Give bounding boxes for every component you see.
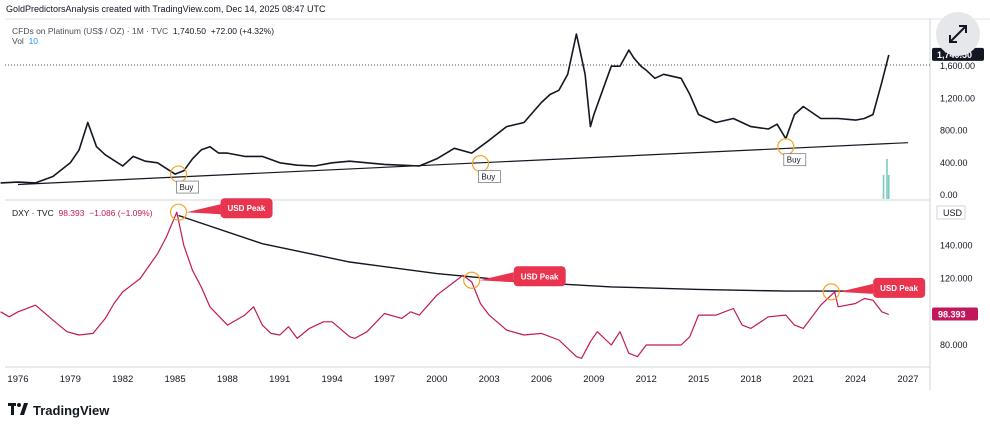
buy-label-box-0: [176, 180, 199, 194]
platinum-legend: CFDs on Platinum (US$ / OZ) · 1M · TVC 1…: [12, 26, 274, 36]
usd-peak-pointer-1: [479, 272, 514, 283]
platinum-y-tick-3: 400.00: [940, 158, 968, 168]
buy-label-box-1: [478, 170, 501, 183]
dxy-pane: USD Peak USD Peak USD Peak: [0, 198, 926, 359]
volume-bar-1: [886, 159, 888, 199]
buy-label-2: Buy: [787, 156, 801, 165]
usd-peak-label-2: USD Peak: [880, 284, 918, 293]
usd-peak-marker-1: [463, 271, 481, 289]
dxy-series-line: [0, 211, 890, 359]
platinum-change: +72.00 (+4.32%): [210, 26, 275, 36]
expand-arrows-icon: [949, 25, 967, 43]
volume-bar-2: [887, 175, 890, 199]
buy-marker-circle-2: [777, 138, 795, 156]
x-axis-tick-1979: 1979: [60, 374, 81, 385]
volume-label: Vol: [12, 36, 24, 46]
platinum-series-line: [0, 33, 890, 184]
x-axis-tick-2009: 2009: [583, 374, 604, 385]
dxy-change: −1.086 (−1.09%): [89, 208, 153, 218]
platinum-last-price: 1,740.50: [172, 26, 207, 36]
usd-peak-callout-1: [513, 266, 566, 287]
usd-peak-pointer-2: [839, 283, 874, 294]
chart-attribution-header: GoldPredictorsAnalysis created with Trad…: [6, 4, 326, 14]
x-axis-tick-1985: 1985: [164, 374, 185, 385]
platinum-y-tick-0: 1,600.00: [940, 61, 975, 71]
x-axis-tick-2003: 2003: [479, 374, 500, 385]
usd-peak-marker-2: [822, 283, 840, 301]
buy-label-0: Buy: [180, 183, 194, 192]
usd-peak-callout-2: [873, 277, 926, 298]
buy-marker-circle-0: [169, 165, 188, 183]
x-axis-tick-1982: 1982: [112, 374, 133, 385]
usd-unit-box: [936, 205, 966, 220]
x-axis-tick-2000: 2000: [426, 374, 447, 385]
x-axis-tick-1991: 1991: [269, 374, 290, 385]
x-axis-tick-2012: 2012: [636, 374, 657, 385]
dxy-y-tick-2: 80.000: [940, 340, 968, 350]
platinum-y-tick-2: 800.00: [940, 126, 968, 136]
x-axis-tick-2015: 2015: [688, 374, 709, 385]
x-axis-tick-1994: 1994: [322, 374, 343, 385]
dxy-symbol: DXY · TVC: [12, 208, 54, 218]
platinum-pane: Buy Buy Buy: [0, 33, 908, 199]
expand-button[interactable]: [936, 12, 980, 56]
x-axis-tick-2024: 2024: [845, 374, 866, 385]
buy-label-1: Buy: [481, 173, 495, 182]
usd-unit-label: USD: [943, 208, 963, 218]
volume-value: 10: [28, 36, 39, 46]
dxy-decay-curve: [178, 214, 900, 292]
platinum-support-trendline: [17, 142, 908, 186]
platinum-y-tick-4: 0.00: [940, 190, 958, 200]
x-axis-tick-1997: 1997: [374, 374, 395, 385]
dxy-last-price: 98.393: [58, 208, 85, 218]
usd-peak-label-0: USD Peak: [228, 204, 266, 213]
x-axis-tick-2006: 2006: [531, 374, 552, 385]
dxy-legend: DXY · TVC 98.393 −1.086 (−1.09%): [12, 208, 153, 218]
volume-legend: Vol 10: [12, 36, 38, 46]
platinum-y-tick-1: 1,200.00: [940, 93, 975, 103]
x-axis-tick-1988: 1988: [217, 374, 238, 385]
buy-label-box-2: [783, 153, 807, 167]
dxy-y-tick-0: 140.000: [940, 240, 973, 250]
usd-peak-callout-0: [220, 198, 273, 219]
x-axis-tick-2018: 2018: [740, 374, 761, 385]
platinum-symbol: CFDs on Platinum (US$ / OZ) · 1M · TVC: [12, 26, 169, 36]
x-axis-tick-1976: 1976: [7, 374, 28, 385]
dxy-price-badge-text: 98.393: [938, 309, 966, 319]
tradingview-logo[interactable]: TradingView: [8, 402, 109, 418]
usd-peak-label-1: USD Peak: [521, 272, 559, 281]
dxy-y-tick-1: 120.000: [940, 274, 973, 284]
usd-peak-pointer-0: [186, 204, 221, 215]
x-axis-tick-2021: 2021: [793, 374, 814, 385]
tradingview-logo-icon: [8, 402, 28, 418]
x-axis-tick-2027: 2027: [897, 374, 918, 385]
volume-bar-0: [882, 175, 885, 199]
axes: 1,600.001,200.00800.00400.000.001,740.50…: [7, 47, 984, 385]
tradingview-logo-text: TradingView: [33, 402, 110, 418]
dxy-price-badge: [932, 307, 978, 321]
